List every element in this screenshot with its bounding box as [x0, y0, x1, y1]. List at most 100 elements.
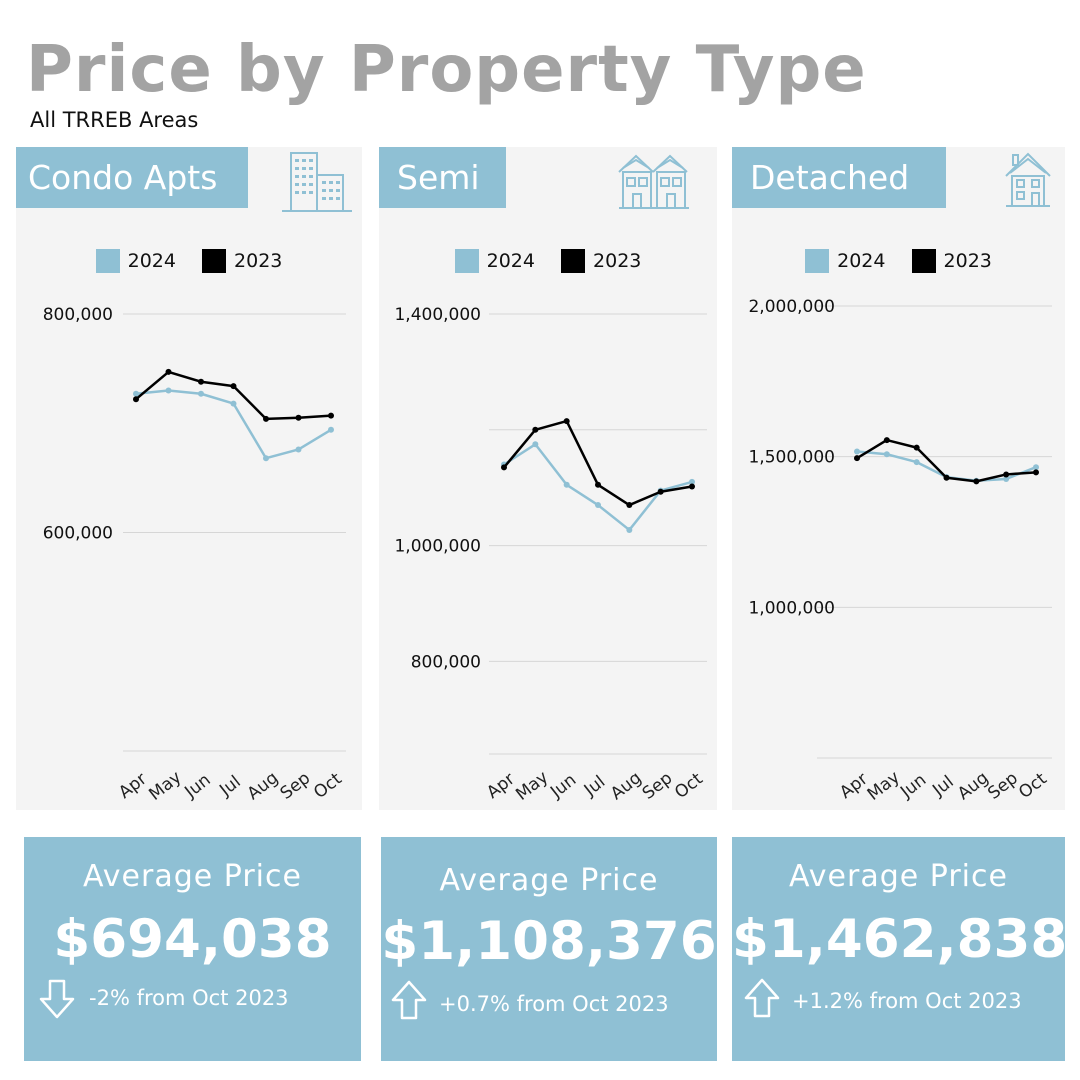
x-tick-label: Jul — [580, 772, 609, 801]
data-point-2023 — [501, 464, 507, 471]
y-tick-label: 800,000 — [43, 305, 113, 325]
data-point-2024 — [1033, 464, 1039, 471]
x-tick-label: Jun — [546, 770, 580, 803]
legend-label-2024: 2024 — [486, 250, 535, 272]
price-change-text: +1.2% from Oct 2023 — [792, 989, 1022, 1013]
data-point-2023 — [295, 414, 302, 421]
data-point-2024 — [198, 390, 204, 397]
legend-item-2023: 2023 — [911, 249, 992, 273]
data-point-2024 — [913, 459, 920, 466]
chart-legend: 2024 2023 — [732, 249, 1065, 278]
legend-swatch-2024 — [95, 249, 120, 273]
series-line-2023 — [135, 370, 332, 421]
legend-label-2024: 2024 — [837, 250, 886, 272]
data-point-2023 — [198, 378, 204, 385]
y-tick-label: 1,000,000 — [748, 598, 835, 618]
x-tick-label: Jul — [928, 772, 957, 801]
data-point-2023 — [943, 474, 950, 481]
legend-item-2024: 2024 — [805, 249, 885, 273]
up-arrow-icon — [391, 980, 427, 1020]
data-point-2023 — [657, 488, 664, 495]
price-change-text: -2% from Oct 2023 — [89, 986, 289, 1010]
panel-title: Condo Apts — [16, 147, 248, 208]
legend-swatch-2023 — [202, 249, 227, 273]
data-point-2024 — [1003, 475, 1010, 482]
x-tick-label: Oct — [671, 769, 707, 803]
x-tick-label: Oct — [310, 769, 346, 803]
legend-swatch-2023 — [911, 249, 936, 273]
y-tick-label: 2,000,000 — [748, 297, 835, 317]
average-price-label: Average Price — [789, 859, 1008, 894]
y-tick-label: 1,400,000 — [394, 305, 481, 325]
chart-legend: 2024 2023 — [379, 249, 717, 278]
average-price-value: $1,108,376 — [381, 911, 717, 972]
x-tick-label: Jun — [896, 770, 930, 803]
legend-swatch-2024 — [454, 249, 479, 273]
down-arrow-icon — [39, 979, 75, 1019]
price-change-text: +0.7% from Oct 2023 — [439, 992, 669, 1016]
x-tick-label: Apr — [483, 769, 518, 803]
data-point-2023 — [595, 481, 601, 488]
data-point-2023 — [532, 426, 539, 433]
chart-legend: 2024 2023 — [16, 249, 362, 278]
average-price-label: Average Price — [439, 863, 659, 898]
legend-label-2023: 2023 — [943, 250, 992, 272]
panel-semi: Semi 2024 2023 800,000 1,000,000 1,400,000… — [379, 147, 717, 810]
data-point-2024 — [595, 502, 601, 509]
data-point-2023 — [689, 483, 695, 490]
data-point-2024 — [563, 481, 570, 488]
data-point-2023 — [165, 368, 172, 375]
data-point-2024 — [328, 426, 334, 433]
data-point-2024 — [165, 387, 172, 394]
legend-item-2024: 2024 — [454, 249, 535, 273]
y-tick-label: 600,000 — [43, 524, 113, 544]
y-tick-label: 1,500,000 — [748, 448, 835, 468]
panel-title: Semi — [379, 147, 506, 208]
data-point-2024 — [854, 448, 860, 455]
data-point-2023 — [563, 418, 570, 425]
data-point-2024 — [532, 441, 539, 448]
x-tick-label: Apr — [115, 769, 150, 803]
page-title: Price by Property Type — [26, 33, 867, 107]
data-point-2023 — [230, 383, 237, 390]
up-arrow-icon — [744, 978, 780, 1018]
x-tick-label: Aug — [607, 768, 645, 804]
data-point-2024 — [133, 390, 139, 397]
data-point-2023 — [883, 437, 890, 444]
data-point-2023 — [263, 415, 269, 422]
page-subtitle: All TRREB Areas — [30, 108, 199, 132]
legend-label-2023: 2023 — [234, 250, 283, 272]
data-point-2023 — [973, 478, 980, 485]
stat-box-condo-apts: Average Price $694,038 -2% from Oct 2023 — [24, 837, 361, 1061]
legend-item-2023: 2023 — [202, 249, 282, 273]
legend-swatch-2023 — [561, 249, 586, 273]
data-point-2024 — [689, 478, 695, 485]
x-tick-label: Sep — [277, 768, 315, 803]
apartment-building-icon — [282, 152, 352, 212]
stat-box-detached: Average Price $1,462,838 +1.2% from Oct … — [732, 837, 1067, 1061]
legend-label-2023: 2023 — [593, 250, 642, 272]
data-point-2024 — [626, 526, 633, 533]
stat-box-semi: Average Price $1,108,376 +0.7% from Oct … — [381, 837, 717, 1061]
line-chart-detached: 1,000,0001,500,0002,000,000AprMayJunJulA… — [748, 297, 1052, 805]
data-point-2023 — [1003, 471, 1010, 478]
x-tick-label: Jun — [181, 770, 215, 803]
panel-detached: Detached 2024 2023 1,000,000 1,500,000 2,0… — [732, 147, 1065, 810]
data-point-2024 — [883, 451, 890, 458]
data-point-2023 — [913, 444, 920, 451]
semi-detached-houses-icon — [618, 154, 689, 209]
y-tick-label: 800,000 — [411, 652, 481, 672]
panel-title: Detached — [732, 147, 946, 208]
panel-condo-apts: Condo Apts 2024 2023 600,000 800,000 Apr Ma… — [16, 147, 362, 810]
data-point-2024 — [230, 400, 237, 407]
x-tick-label: May — [145, 767, 185, 804]
x-tick-label: Oct — [1015, 769, 1051, 803]
legend-swatch-2024 — [805, 249, 830, 273]
house-icon — [1005, 152, 1051, 207]
data-point-2023 — [133, 396, 139, 403]
legend-item-2024: 2024 — [95, 249, 176, 273]
legend-item-2023: 2023 — [561, 249, 641, 273]
data-point-2023 — [854, 455, 860, 462]
